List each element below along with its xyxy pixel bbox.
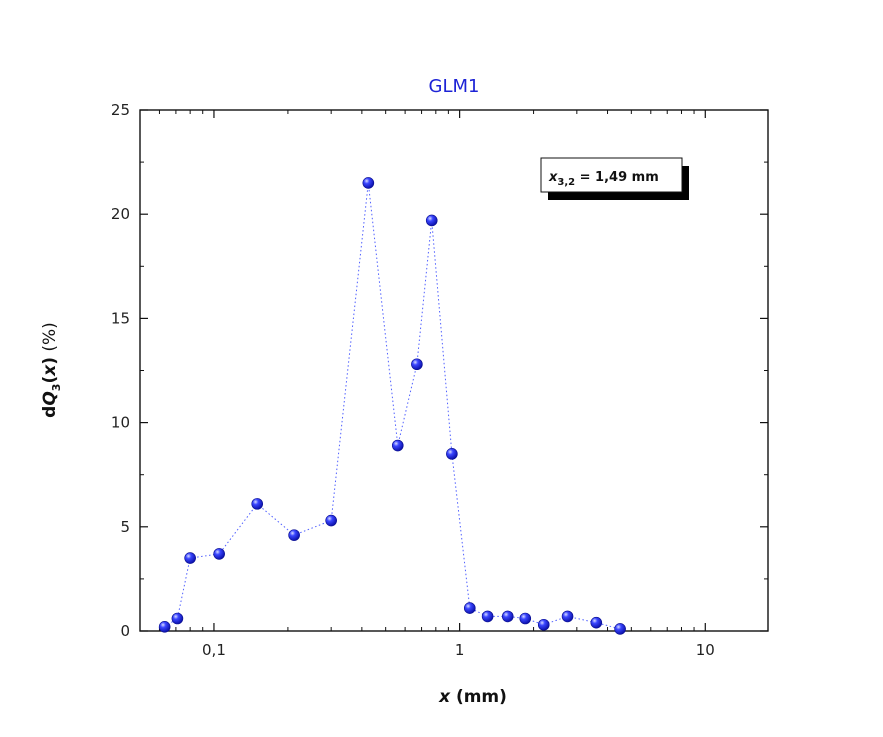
y-label-open: ( bbox=[40, 376, 60, 384]
data-point bbox=[251, 498, 264, 510]
y-axis-ticks: 0 5 10 15 20 25 bbox=[111, 101, 768, 640]
y-tick-label: 25 bbox=[111, 101, 130, 119]
data-point bbox=[590, 616, 603, 629]
data-point bbox=[537, 618, 550, 631]
data-point bbox=[481, 610, 494, 623]
data-point bbox=[325, 514, 337, 527]
y-tick-label: 15 bbox=[111, 309, 130, 327]
x-tick-label: 1 bbox=[455, 641, 465, 659]
data-point bbox=[501, 610, 514, 623]
data-point bbox=[411, 358, 423, 371]
data-point bbox=[288, 529, 300, 541]
data-point bbox=[158, 621, 171, 633]
x-axis-label: x (mm) bbox=[438, 687, 507, 707]
annotation-var: x bbox=[548, 170, 558, 185]
data-point bbox=[446, 448, 458, 460]
y-label-var2: x bbox=[40, 364, 60, 377]
data-point bbox=[519, 612, 532, 625]
y-axis-label: dQ3(x) (%) bbox=[40, 322, 63, 418]
x-axis-ticks: 0,1 1 10 bbox=[158, 110, 715, 659]
y-label-unit: (%) bbox=[40, 322, 60, 357]
annotation-text: x3,2 = 1,49 mm bbox=[548, 170, 659, 188]
data-point bbox=[213, 548, 225, 560]
data-point bbox=[425, 214, 438, 227]
y-tick-label: 0 bbox=[120, 622, 130, 640]
data-point bbox=[362, 177, 375, 189]
y-tick-label: 10 bbox=[111, 414, 130, 432]
chart-title: GLM1 bbox=[429, 76, 480, 97]
data-point bbox=[184, 552, 196, 564]
annotation-sub: 3,2 bbox=[557, 177, 575, 188]
data-points bbox=[158, 177, 626, 635]
x-tick-label: 10 bbox=[696, 641, 715, 659]
data-point bbox=[561, 610, 574, 623]
x-label-unit: (mm) bbox=[450, 687, 507, 707]
y-label-var: Q bbox=[40, 391, 60, 405]
y-label-prefix: d bbox=[40, 406, 60, 418]
data-point bbox=[614, 623, 626, 635]
data-point bbox=[391, 439, 404, 452]
y-label-sub: 3 bbox=[50, 384, 63, 392]
annotation-frame bbox=[540, 157, 683, 193]
annotation-value: = 1,49 mm bbox=[575, 170, 659, 185]
y-tick-label: 5 bbox=[120, 518, 130, 536]
x-tick-label: 0,1 bbox=[202, 641, 226, 659]
x-label-var: x bbox=[438, 687, 451, 707]
annotation-box: x3,2 = 1,49 mm bbox=[540, 157, 689, 200]
data-point bbox=[463, 602, 476, 614]
data-point bbox=[171, 612, 184, 625]
y-tick-label: 20 bbox=[111, 205, 130, 223]
y-label-close: ) bbox=[40, 357, 60, 365]
